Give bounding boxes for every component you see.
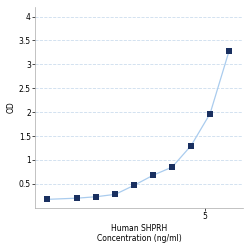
Point: [45, 197, 49, 201]
Point: [132, 183, 136, 187]
Point: [151, 173, 155, 177]
Y-axis label: OD: OD: [7, 102, 16, 113]
Point: [75, 196, 79, 200]
Point: [189, 144, 193, 148]
Point: [208, 112, 212, 116]
Point: [227, 49, 231, 53]
Point: [94, 195, 98, 199]
Point: [170, 165, 174, 169]
X-axis label: Human SHPRH
Concentration (ng/ml): Human SHPRH Concentration (ng/ml): [97, 224, 182, 243]
Point: [113, 192, 117, 196]
